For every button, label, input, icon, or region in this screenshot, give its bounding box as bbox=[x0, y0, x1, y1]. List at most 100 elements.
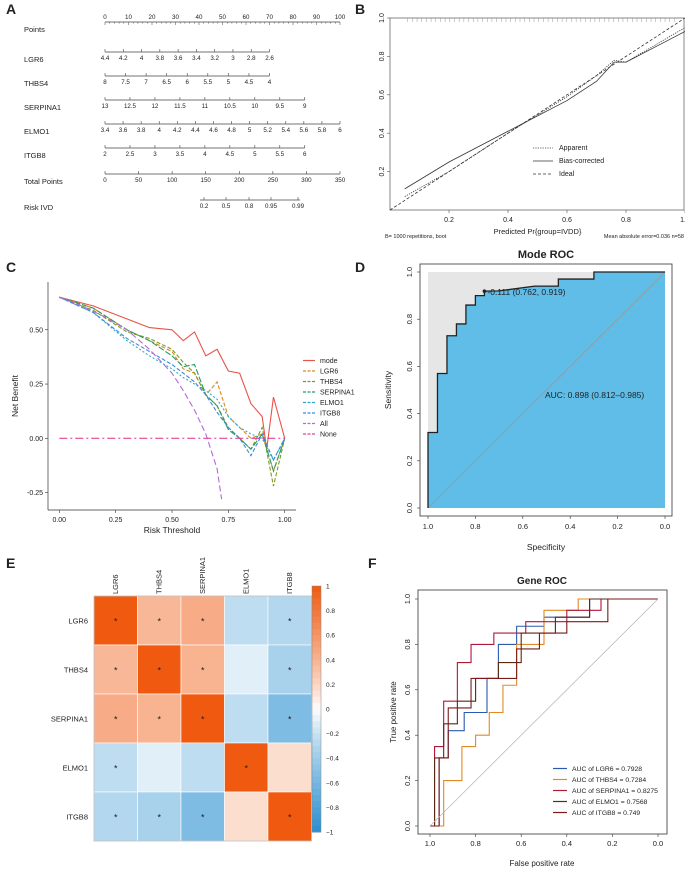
x-tick-label: 0.00 bbox=[52, 517, 66, 524]
nomogram-tick-label: 4.2 bbox=[173, 127, 182, 134]
plot-area bbox=[48, 282, 296, 510]
column-label: SERPINA1 bbox=[198, 557, 207, 594]
dca-line-itgb8 bbox=[59, 296, 286, 462]
significance-star: * bbox=[157, 617, 161, 627]
threshold-label: -0.111 (0.762, 0.919) bbox=[487, 287, 565, 297]
colorbar-segment bbox=[312, 770, 321, 778]
panel-d-mode-roc: -0.111 (0.762, 0.919) AUC: 0.898 (0.812–0… bbox=[383, 249, 673, 552]
nomogram-tick-label: 300 bbox=[301, 177, 312, 184]
colorbar-tick-label: −0.2 bbox=[326, 731, 339, 738]
colorbar-tick-label: −0.4 bbox=[326, 756, 339, 763]
heatmap-cell bbox=[180, 693, 225, 744]
colorbar-tick-label: 0.6 bbox=[326, 633, 335, 640]
heatmap-cell bbox=[180, 595, 225, 646]
heatmap-cell bbox=[267, 693, 312, 744]
legend-label: LGR6 bbox=[320, 369, 338, 376]
calibration-line-ideal bbox=[389, 17, 685, 211]
x-tick-label: 0.25 bbox=[109, 517, 123, 524]
colorbar-segment bbox=[312, 610, 321, 618]
nomogram-tick-label: 12.5 bbox=[124, 103, 137, 110]
colorbar-segment bbox=[312, 795, 321, 802]
significance-star: * bbox=[157, 813, 161, 823]
x-tick-label: 1.00 bbox=[278, 517, 292, 524]
legend-label: AUC of LGR6 = 0.7928 bbox=[572, 766, 642, 773]
nomogram-tick-label: 6.5 bbox=[162, 79, 171, 86]
y-axis-title: Sensitivity bbox=[383, 370, 393, 409]
y-tick-label: 1.0 bbox=[403, 594, 412, 604]
x-tick-label: 0.8 bbox=[470, 839, 480, 848]
nomogram-tick-label: 4 bbox=[140, 55, 144, 62]
nomogram-row-label: Risk IVD bbox=[24, 203, 54, 212]
colorbar-segment bbox=[312, 665, 321, 673]
nomogram-tick-label: 3.6 bbox=[119, 127, 128, 134]
legend-label: AUC of THBS4 = 0.7284 bbox=[572, 777, 646, 784]
nomogram-tick-label: 3.4 bbox=[192, 55, 201, 62]
y-tick-label: 0.8 bbox=[403, 639, 412, 649]
significance-star: * bbox=[201, 715, 205, 725]
nomogram-tick-label: 40 bbox=[196, 14, 203, 21]
colorbar-tick-label: −1 bbox=[326, 830, 334, 837]
y-tick-label: 0.8 bbox=[379, 51, 386, 61]
nomogram-tick-label: 5.8 bbox=[318, 127, 327, 134]
colorbar-tick-label: −0.6 bbox=[326, 780, 339, 787]
colorbar-segment bbox=[312, 629, 321, 636]
nomogram-tick-label: 0.5 bbox=[222, 203, 231, 210]
nomogram-tick-label: 60 bbox=[243, 14, 250, 21]
colorbar-segment bbox=[312, 702, 321, 710]
reference-diagonal bbox=[427, 271, 666, 509]
colorbar-segment bbox=[312, 659, 321, 667]
y-tick-label: -0.25 bbox=[27, 490, 43, 497]
x-axis-title: False positive rate bbox=[510, 859, 575, 868]
nomogram-tick-label: 3 bbox=[231, 55, 235, 62]
heatmap-cell bbox=[180, 791, 225, 842]
y-tick-label: 0.8 bbox=[405, 314, 414, 324]
heatmap-cell bbox=[224, 742, 269, 793]
heatmap-cell bbox=[93, 742, 138, 793]
nomogram-tick-label: 11.5 bbox=[174, 103, 186, 110]
colorbar-segment bbox=[312, 745, 321, 753]
colorbar-tick-label: 0.8 bbox=[326, 608, 335, 615]
legend-label: AUC of ELMO1 = 0.7568 bbox=[572, 799, 648, 806]
x-tick-label: 0.75 bbox=[222, 517, 236, 524]
colorbar-tick-label: −0.8 bbox=[326, 805, 339, 812]
y-tick-label: 0.2 bbox=[379, 167, 386, 177]
nomogram-tick-label: 30 bbox=[172, 14, 179, 21]
colorbar-segment bbox=[312, 758, 321, 765]
nomogram-tick-label: 4 bbox=[158, 127, 162, 134]
legend-label: AUC of SERPINA1 = 0.8275 bbox=[572, 788, 658, 795]
nomogram-tick-label: 4.5 bbox=[226, 151, 235, 158]
x-tick-label: 0.0 bbox=[660, 522, 670, 531]
legend-label: mode bbox=[320, 358, 338, 365]
threshold-point bbox=[482, 289, 487, 293]
y-tick-label: 0.0 bbox=[403, 821, 412, 831]
x-tick-label: 0.6 bbox=[516, 839, 526, 848]
colorbar-segment bbox=[312, 684, 321, 692]
nomogram-tick-label: 5 bbox=[227, 79, 231, 86]
nomogram-tick-label: 3 bbox=[153, 151, 157, 158]
nomogram-tick-label: 12 bbox=[151, 103, 158, 110]
nomogram-row-label: SERPINA1 bbox=[24, 103, 61, 112]
significance-star: * bbox=[114, 813, 118, 823]
heatmap-cell bbox=[224, 791, 269, 842]
chart-title: Mode ROC bbox=[518, 249, 574, 261]
y-tick-label: 0.25 bbox=[29, 382, 43, 389]
column-label: THBS4 bbox=[154, 570, 163, 594]
nomogram-tick-label: 5.5 bbox=[275, 151, 284, 158]
nomogram-tick-label: 350 bbox=[335, 177, 346, 184]
nomogram-tick-label: 10 bbox=[125, 14, 132, 21]
nomogram-tick-label: 3.6 bbox=[174, 55, 183, 62]
panel-e-correlation-heatmap: LGR6 THBS4 SERPINA1 ELMO1 ITGB8 LGR6 * * * * THBS4… bbox=[51, 557, 339, 842]
nomogram-tick-label: 4.2 bbox=[119, 55, 128, 62]
heatmap-cell bbox=[137, 742, 182, 793]
significance-star: * bbox=[288, 813, 292, 823]
x-axis-title: Predicted Pr{group=IVDD} bbox=[494, 227, 582, 236]
row-label: ITGB8 bbox=[66, 813, 88, 822]
colorbar-segment bbox=[312, 739, 321, 747]
colorbar-segment bbox=[312, 696, 321, 704]
nomogram-tick-label: 4.8 bbox=[227, 127, 236, 134]
colorbar-segment bbox=[312, 819, 321, 827]
colorbar-segment bbox=[312, 616, 321, 624]
nomogram-tick-label: 7 bbox=[144, 79, 148, 86]
nomogram-tick-label: 3.4 bbox=[101, 127, 110, 134]
